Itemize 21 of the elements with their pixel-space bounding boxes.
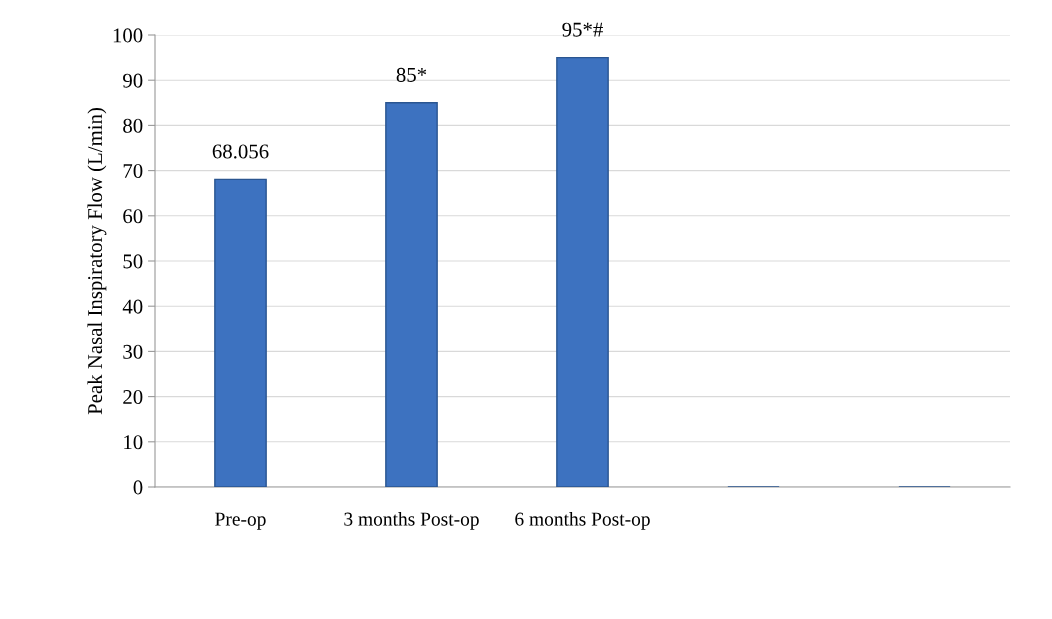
y-tick-label: 10 bbox=[124, 435, 143, 450]
y-tick-label: 20 bbox=[123, 389, 143, 405]
data-label: 85* bbox=[396, 67, 427, 82]
y-tick-label: 0 bbox=[133, 480, 143, 495]
bar bbox=[556, 56, 609, 487]
y-tick-label: 70 bbox=[123, 163, 143, 179]
y-tick-label: 50 bbox=[123, 254, 143, 269]
bar bbox=[214, 178, 267, 487]
y-axis-title: Peak Nasal Inspiratory Flow (L/min) bbox=[87, 108, 107, 415]
y-tick-label: 90 bbox=[123, 73, 143, 88]
data-label: 68.056 bbox=[212, 144, 269, 159]
x-tick-label: 3 months Post-op bbox=[344, 512, 479, 530]
x-tick-label: Pre-op bbox=[215, 512, 266, 530]
y-tick-label: 100 bbox=[113, 28, 143, 43]
y-tick-label: 40 bbox=[122, 299, 143, 314]
y-tick-label: 30 bbox=[123, 344, 143, 359]
x-tick-label: 6 months Post-op bbox=[515, 512, 650, 530]
y-tick-label: 80 bbox=[123, 118, 143, 133]
data-label: 95*# bbox=[562, 22, 603, 37]
y-tick-label: 60 bbox=[123, 209, 143, 224]
bar bbox=[385, 102, 438, 487]
